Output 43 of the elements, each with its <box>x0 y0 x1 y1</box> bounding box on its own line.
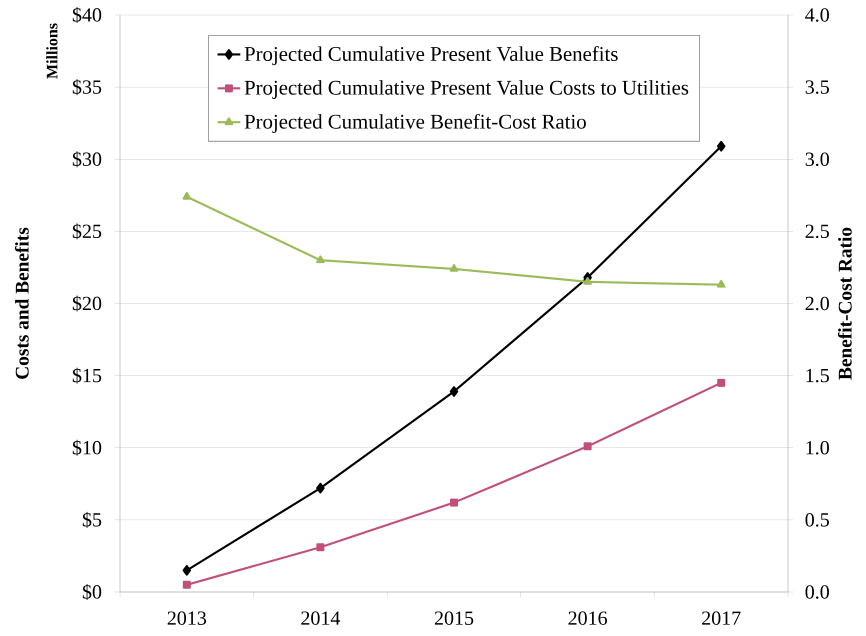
y-tick-label: $40 <box>72 7 102 24</box>
point <box>450 264 458 272</box>
y2-tick-label: 0.0 <box>805 585 829 599</box>
point <box>716 280 726 288</box>
y2-tick-label: 1.5 <box>806 368 829 382</box>
legend-label: Projected Cumulative Benefit-Cost Ratio <box>244 114 586 133</box>
point <box>182 565 192 576</box>
point <box>716 140 726 152</box>
legend-label: Projected Cumulative Present Value Benefits <box>244 46 618 66</box>
y-tick-label: $0 <box>82 584 102 600</box>
y2-axis-title: Benefit-Cost Ratio <box>838 228 852 380</box>
x-tick-label: 2017 <box>702 611 741 625</box>
y-axis-title: Costs and Benefits <box>14 228 29 379</box>
point <box>450 386 458 397</box>
x-tick-label: 2015 <box>434 611 474 625</box>
x-tick-label: 2013 <box>168 611 206 625</box>
y2-tick-label: 3.0 <box>806 152 829 166</box>
y2-tick-label: 3.5 <box>806 80 829 94</box>
y-tick-label: $20 <box>72 296 102 312</box>
y2-tick-label: 4.0 <box>805 8 829 22</box>
point <box>316 255 325 264</box>
text: Millions <box>46 23 58 79</box>
y-tick-label: $35 <box>72 79 102 96</box>
point <box>583 277 592 285</box>
x-tick-label: 2016 <box>568 611 608 625</box>
point <box>450 498 458 507</box>
y-tick-label: $5 <box>82 512 102 528</box>
x-tick-label: 2014 <box>301 611 340 625</box>
point <box>182 192 192 200</box>
y2-tick-label: 2.0 <box>806 296 829 310</box>
y2-tick-label: 2.5 <box>806 224 829 238</box>
y-tick-label: $15 <box>72 368 102 384</box>
point <box>717 378 726 387</box>
y2-tick-label: 0.5 <box>805 513 829 527</box>
point <box>584 442 592 450</box>
point <box>182 580 191 589</box>
y-tick-label: $25 <box>72 223 102 240</box>
point <box>316 482 325 494</box>
y-tick-label: $30 <box>72 151 102 168</box>
point <box>316 543 324 552</box>
legend-label: Projected Cumulative Present Value Costs to Utilities <box>244 80 688 99</box>
y2-tick-label: 1.0 <box>806 440 829 455</box>
y-tick-label: $10 <box>72 440 102 456</box>
